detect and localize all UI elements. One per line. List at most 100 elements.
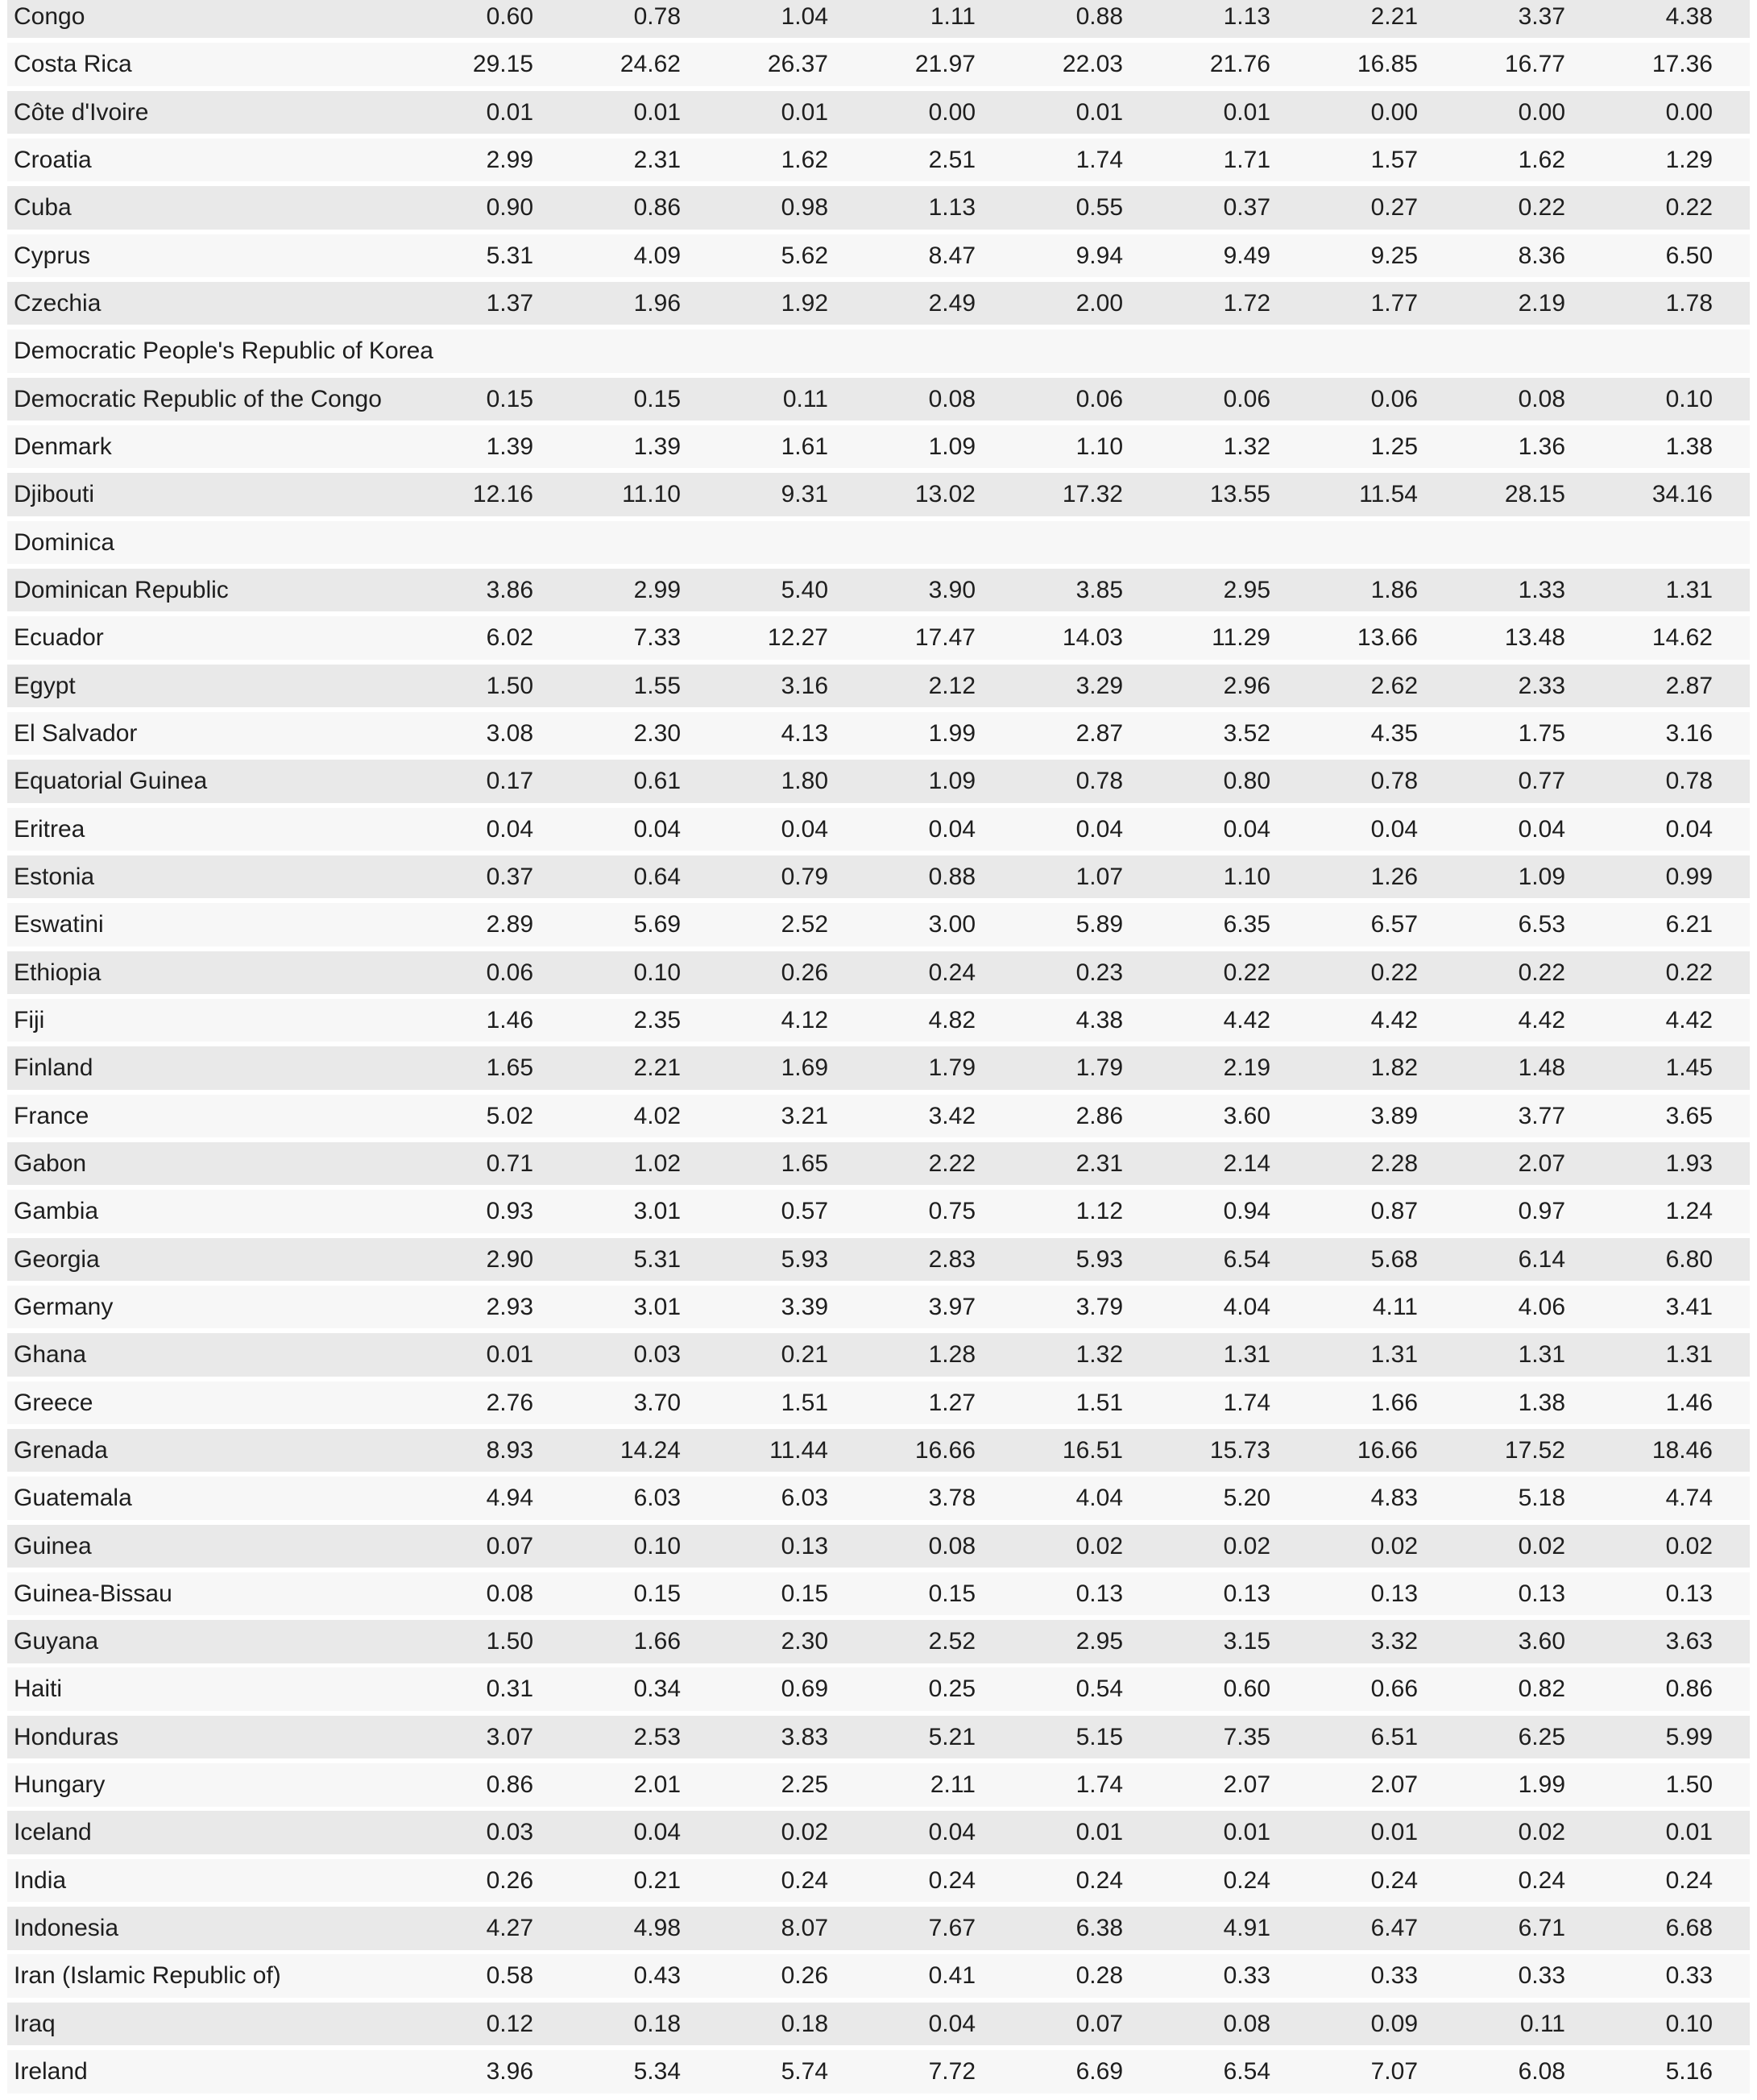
- value-cell: 0.24: [1223, 1866, 1270, 1894]
- value-cell: 4.04: [1075, 1485, 1123, 1512]
- value-cell: 0.04: [1518, 815, 1565, 843]
- country-name-cell: Iceland: [14, 1819, 92, 1846]
- country-name-cell: Guatemala: [14, 1485, 132, 1512]
- value-cell: 0.01: [781, 98, 828, 126]
- country-name-cell: Equatorial Guinea: [14, 768, 208, 795]
- value-cell: 1.66: [1370, 1389, 1418, 1416]
- value-cell: 0.01: [1075, 98, 1123, 126]
- value-cell: 2.14: [1223, 1149, 1270, 1177]
- value-cell: 15.73: [1209, 1436, 1270, 1464]
- country-name-cell: Greece: [14, 1389, 93, 1416]
- country-name-cell: France: [14, 1102, 89, 1129]
- value-cell: 1.38: [1518, 1389, 1565, 1416]
- value-cell: 0.82: [1518, 1675, 1565, 1703]
- value-cell: 0.78: [633, 3, 681, 30]
- value-cell: 0.07: [486, 1532, 533, 1559]
- value-cell: 3.16: [781, 672, 828, 699]
- value-cell: 5.74: [781, 2058, 828, 2086]
- value-cell: 4.11: [1372, 1293, 1418, 1320]
- table-row: Honduras 3.07 2.53 3.83 5.21 5.15 7.35 6.51 6.2…: [7, 1715, 1750, 1759]
- value-cell: 1.31: [1518, 1341, 1565, 1369]
- value-cell: 2.95: [1223, 576, 1270, 603]
- value-cell: 4.42: [1665, 1006, 1713, 1033]
- value-cell: 4.12: [781, 1006, 828, 1033]
- table-row: Grenada 8.93 14.24 11.44 16.66 16.51 15.73 16.…: [7, 1428, 1750, 1472]
- value-cell: 21.76: [1209, 51, 1270, 78]
- value-cell: 6.68: [1665, 1915, 1713, 1942]
- value-cell: [1160, 521, 1307, 564]
- value-cell: 3.08: [486, 719, 533, 747]
- value-cell: 3.37: [1518, 3, 1565, 30]
- country-name-cell: Ireland: [14, 2058, 88, 2086]
- value-cell: 2.52: [928, 1628, 976, 1655]
- value-cell: 3.07: [486, 1723, 533, 1750]
- value-cell: 0.71: [486, 1149, 533, 1177]
- value-cell: 2.86: [1075, 1102, 1123, 1129]
- value-cell: 1.65: [781, 1149, 828, 1177]
- value-cell: 0.34: [633, 1675, 681, 1703]
- value-cell: 12.16: [472, 481, 533, 508]
- value-cell: 1.32: [1223, 433, 1270, 460]
- value-cell: 0.27: [1370, 194, 1418, 222]
- value-cell: 0.15: [486, 385, 533, 412]
- value-cell: 11.10: [622, 481, 681, 508]
- value-cell: 1.86: [1370, 576, 1418, 603]
- value-cell: 2.21: [1370, 3, 1418, 30]
- value-cell: 6.54: [1223, 1245, 1270, 1273]
- value-cell: 16.51: [1062, 1436, 1123, 1464]
- value-cell: 5.21: [928, 1723, 976, 1750]
- country-name-cell: Democratic People's Republic of Korea: [14, 338, 433, 365]
- value-cell: 5.99: [1665, 1723, 1713, 1750]
- value-cell: 3.01: [633, 1293, 681, 1320]
- value-cell: 6.08: [1518, 2058, 1565, 2086]
- value-cell: 2.31: [1075, 1149, 1123, 1177]
- value-cell: 6.51: [1370, 1723, 1418, 1750]
- value-cell: 0.01: [1223, 98, 1270, 126]
- value-cell: 0.02: [781, 1819, 828, 1846]
- value-cell: 0.43: [633, 1962, 681, 1990]
- table-row: El Salvador 3.08 2.30 4.13 1.99 2.87 3.52 4.35…: [7, 711, 1750, 756]
- value-cell: 34.16: [1651, 481, 1713, 508]
- country-name-cell: Estonia: [14, 863, 95, 890]
- value-cell: 5.31: [486, 242, 533, 269]
- table-row: Greece 2.76 3.70 1.51 1.27 1.51 1.74 1.66 1.38 1…: [7, 1381, 1750, 1424]
- value-cell: 2.19: [1223, 1054, 1270, 1082]
- value-cell: 5.18: [1518, 1485, 1565, 1512]
- value-cell: [570, 521, 718, 564]
- value-cell: 0.21: [633, 1866, 681, 1894]
- country-name-cell: Iran (Islamic Republic of): [14, 1962, 281, 1990]
- value-cell: 17.36: [1651, 51, 1713, 78]
- value-cell: 3.79: [1075, 1293, 1123, 1320]
- value-cell: 0.90: [486, 194, 533, 222]
- value-cell: 2.52: [781, 911, 828, 938]
- country-name-cell: Hungary: [14, 1771, 106, 1799]
- value-cell: [1455, 521, 1602, 564]
- value-cell: 0.15: [633, 1580, 681, 1607]
- table-row: Eswatini 2.89 5.69 2.52 3.00 5.89 6.35 6.57 6.5…: [7, 903, 1750, 946]
- country-name-cell: Djibouti: [14, 481, 95, 508]
- value-cell: 0.31: [486, 1675, 533, 1703]
- value-cell: 0.02: [1665, 1532, 1713, 1559]
- value-cell: 13.66: [1357, 624, 1418, 652]
- value-cell: 4.27: [486, 1915, 533, 1942]
- value-cell: 6.14: [1518, 1245, 1565, 1273]
- value-cell: 22.03: [1062, 51, 1123, 78]
- value-cell: 0.04: [781, 815, 828, 843]
- value-cell: 1.72: [1223, 289, 1270, 317]
- value-cell: 0.54: [1075, 1675, 1123, 1703]
- value-cell: 0.04: [928, 815, 976, 843]
- value-cell: 0.15: [928, 1580, 976, 1607]
- value-cell: 0.64: [633, 863, 681, 890]
- value-cell: 0.86: [1665, 1675, 1713, 1703]
- value-cell: 0.78: [1370, 768, 1418, 795]
- value-cell: 1.75: [1518, 719, 1565, 747]
- value-cell: 9.25: [1370, 242, 1418, 269]
- value-cell: 0.26: [486, 1866, 533, 1894]
- value-cell: 0.02: [1370, 1532, 1418, 1559]
- value-cell: 4.02: [633, 1102, 681, 1129]
- value-cell: 2.31: [633, 146, 681, 173]
- value-cell: 6.03: [781, 1485, 828, 1512]
- value-cell: 1.74: [1075, 146, 1123, 173]
- value-cell: 2.53: [633, 1723, 681, 1750]
- value-cell: 0.99: [1665, 863, 1713, 890]
